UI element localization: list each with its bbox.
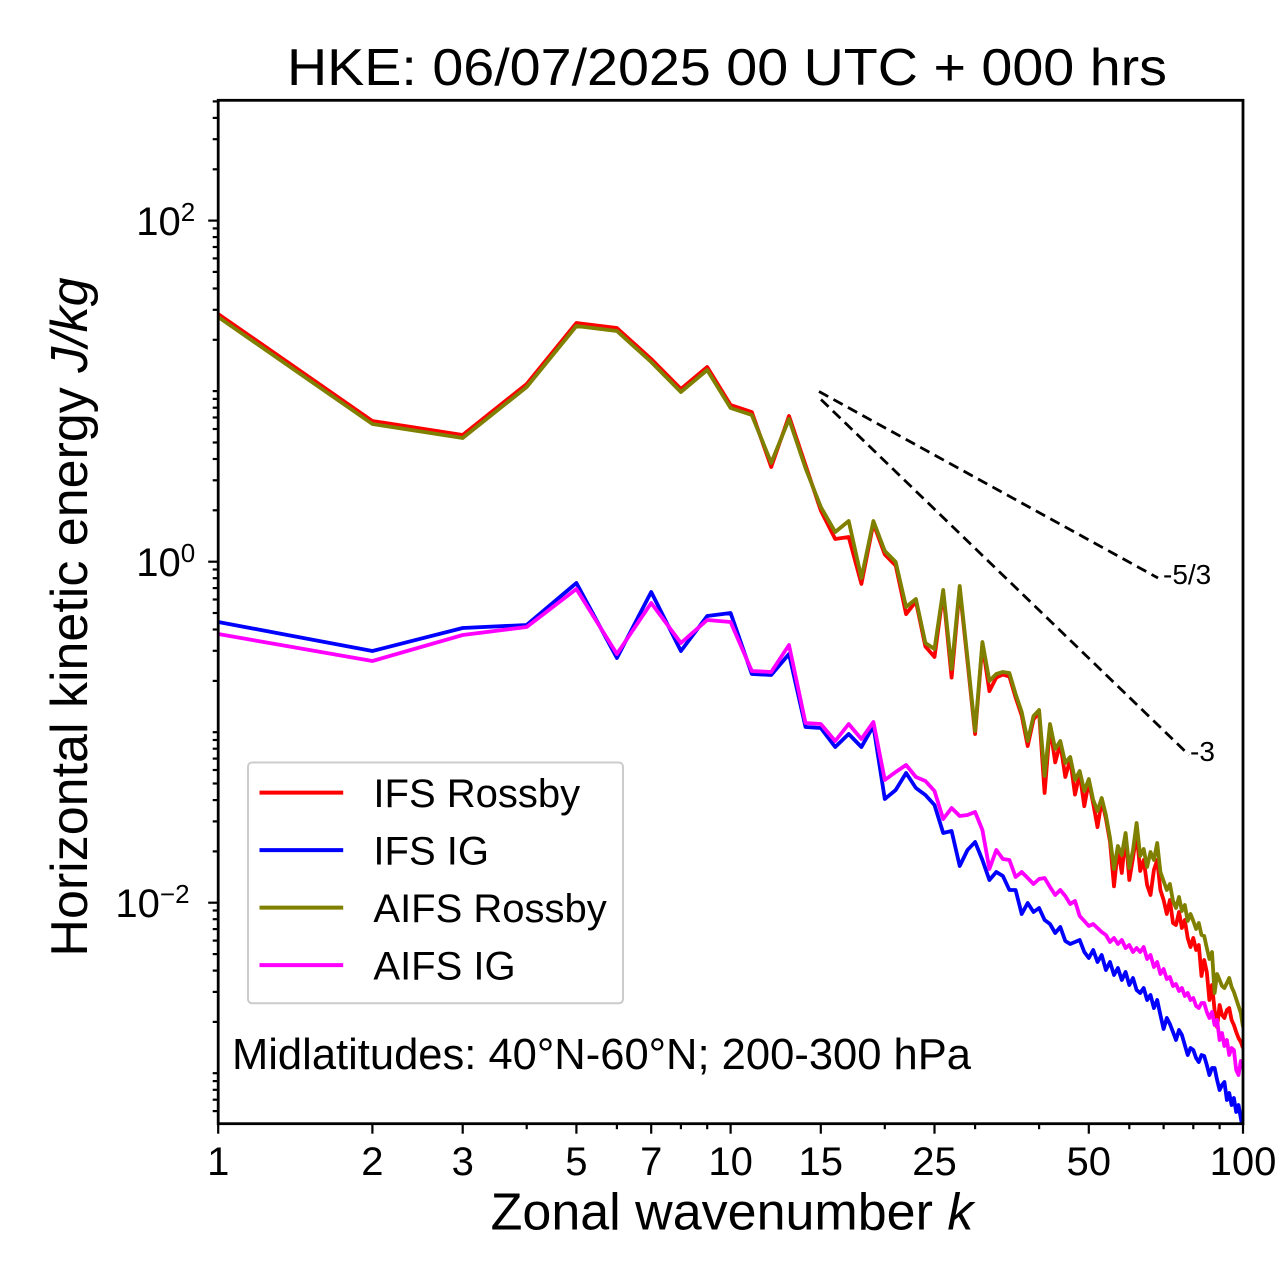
- svg-text:10−2: 10−2: [115, 879, 189, 926]
- svg-text:2: 2: [361, 1140, 383, 1184]
- svg-text:50: 50: [1067, 1140, 1112, 1184]
- svg-text:Zonal wavenumber k: Zonal wavenumber k: [491, 1184, 977, 1242]
- svg-text:3: 3: [452, 1140, 474, 1184]
- svg-text:AIFS Rossby: AIFS Rossby: [373, 887, 606, 931]
- svg-text:IFS IG: IFS IG: [373, 829, 489, 873]
- svg-text:15: 15: [799, 1140, 844, 1184]
- svg-text:10: 10: [708, 1140, 753, 1184]
- svg-text:Horizontal kinetic energy J/kg: Horizontal kinetic energy J/kg: [41, 277, 99, 956]
- svg-text:1: 1: [207, 1140, 229, 1184]
- svg-text:100: 100: [1210, 1140, 1277, 1184]
- svg-text:-5/3: -5/3: [1163, 559, 1211, 590]
- svg-text:IFS Rossby: IFS Rossby: [373, 772, 580, 816]
- svg-text:Midlatitudes: 40°N-60°N; 200-3: Midlatitudes: 40°N-60°N; 200-300 hPa: [232, 1030, 972, 1079]
- svg-text:7: 7: [640, 1140, 662, 1184]
- svg-text:-3: -3: [1190, 736, 1215, 767]
- svg-text:AIFS IG: AIFS IG: [373, 944, 515, 988]
- svg-text:HKE: 06/07/2025 00 UTC + 000 h: HKE: 06/07/2025 00 UTC + 000 hrs: [287, 39, 1167, 97]
- svg-text:25: 25: [912, 1140, 957, 1184]
- svg-text:5: 5: [565, 1140, 587, 1184]
